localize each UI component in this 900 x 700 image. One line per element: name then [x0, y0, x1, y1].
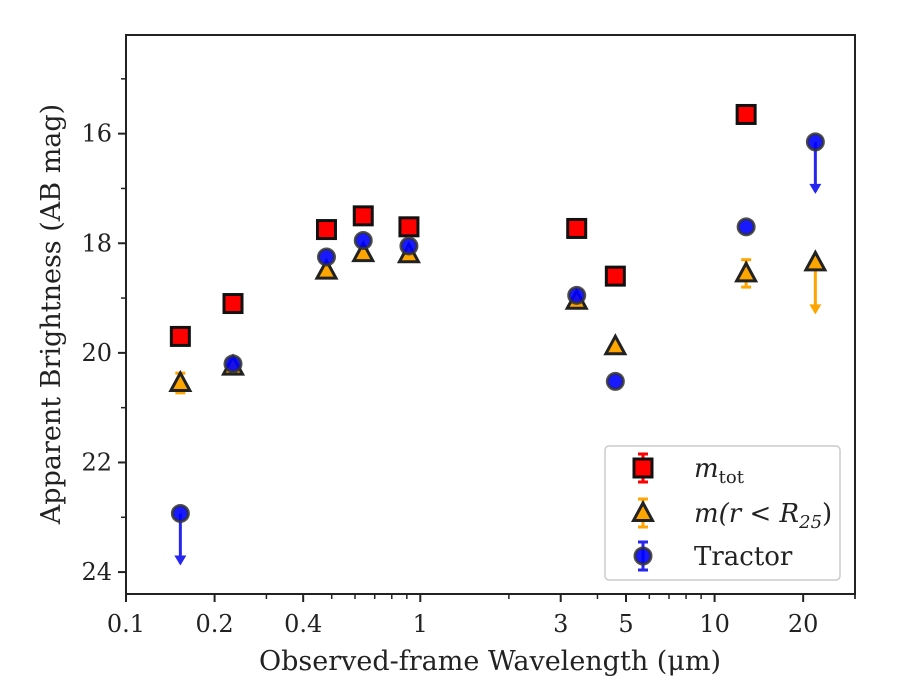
data-point: [734, 260, 759, 283]
upper-limit-arrow-head: [174, 555, 187, 566]
upper-limit-arrow-head: [809, 304, 822, 315]
x-tick-label: 20: [788, 610, 819, 638]
data-point: [803, 249, 828, 272]
data-point: [223, 354, 243, 374]
data-point: [567, 285, 587, 305]
series-square: [169, 103, 757, 347]
data-point: [353, 231, 373, 251]
data-point: [398, 216, 420, 238]
y-tick-label: 18: [81, 229, 112, 257]
data-point: [735, 103, 757, 125]
data-point: [603, 333, 628, 356]
data-point: [169, 325, 191, 347]
y-axis-ticks: 16 18 20 22 24: [81, 78, 126, 586]
legend-box: [604, 445, 841, 581]
y-tick-label: 22: [81, 448, 112, 476]
data-point: [566, 217, 588, 239]
data-point: [351, 239, 376, 263]
y-tick-label: 20: [81, 339, 112, 367]
x-tick-label: 3: [553, 610, 568, 638]
legend-marker: [633, 546, 653, 566]
data-point: [315, 219, 337, 241]
x-tick-label: 10: [699, 610, 730, 638]
y-tick-label: 24: [81, 558, 112, 586]
x-axis-label: Observed-frame Wavelength (μm): [259, 646, 721, 677]
legend-label: Tractor: [694, 542, 793, 572]
data-point: [805, 132, 825, 152]
legend-label: m(r < R25): [694, 499, 832, 533]
data-point: [604, 265, 626, 287]
data-point: [352, 205, 374, 227]
data-point: [736, 217, 756, 237]
x-axis-ticks: 0.1 0.2 0.4 1 3 5 10 20: [107, 594, 856, 638]
upper-limit-arrow-head: [809, 183, 822, 194]
legend-label: mtot: [694, 454, 745, 488]
data-point: [316, 247, 336, 267]
series-circle: [170, 132, 825, 566]
data-point: [605, 371, 625, 391]
x-tick-label: 5: [618, 610, 633, 638]
legend: mtot m(r < R25) Tractor: [604, 445, 841, 581]
data-point: [168, 369, 193, 393]
data-point: [399, 236, 419, 256]
data-point: [314, 257, 339, 280]
data-markers: [168, 103, 828, 566]
legend-marker: [632, 457, 654, 479]
x-tick-label: 0.1: [107, 610, 145, 638]
y-tick-label: 16: [81, 120, 112, 148]
x-tick-label: 0.4: [284, 610, 322, 638]
x-tick-label: 1: [413, 610, 428, 638]
x-tick-label: 0.2: [196, 610, 234, 638]
data-point: [222, 293, 244, 315]
y-axis-label: Apparent Brightness (AB mag): [36, 104, 67, 525]
legend-marker: [630, 499, 656, 522]
data-point: [170, 503, 190, 523]
